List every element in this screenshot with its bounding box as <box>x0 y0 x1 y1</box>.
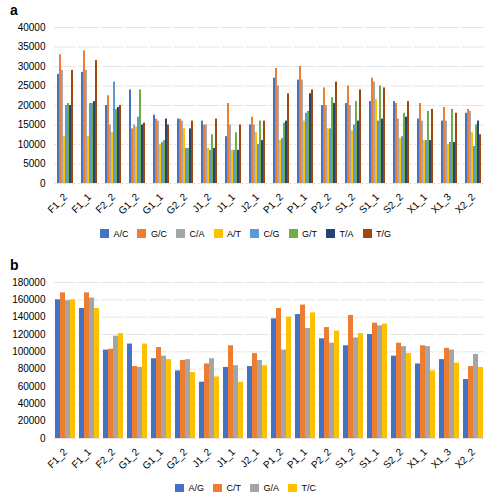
svg-text:P2_2: P2_2 <box>309 191 334 216</box>
svg-text:60000: 60000 <box>18 380 46 391</box>
svg-text:0: 0 <box>40 178 46 189</box>
svg-text:100000: 100000 <box>12 346 46 357</box>
svg-text:X1_1: X1_1 <box>405 445 430 470</box>
svg-text:X2_2: X2_2 <box>453 191 478 216</box>
svg-text:F1_1: F1_1 <box>69 445 93 469</box>
svg-text:J1_1: J1_1 <box>214 445 237 468</box>
svg-text:140000: 140000 <box>12 311 46 322</box>
svg-text:30000: 30000 <box>18 61 46 72</box>
svg-text:S2_2: S2_2 <box>381 445 406 470</box>
svg-text:G1_1: G1_1 <box>140 445 165 470</box>
html-text:A/T: A/T <box>227 228 241 239</box>
svg-text:40000: 40000 <box>18 398 46 409</box>
svg-text:J1_2: J1_2 <box>190 445 213 468</box>
svg-text:F2_2: F2_2 <box>93 445 117 469</box>
html-text:b: b <box>10 256 19 273</box>
svg-text:40000: 40000 <box>18 22 46 33</box>
html-text:G/A: G/A <box>263 483 279 492</box>
svg-text:G2_2: G2_2 <box>164 445 189 470</box>
html-text:T/G: T/G <box>376 228 391 239</box>
svg-text:0: 0 <box>40 432 46 443</box>
svg-text:F1_2: F1_2 <box>45 191 69 215</box>
svg-text:P2_2: P2_2 <box>309 445 334 470</box>
svg-text:J1_2: J1_2 <box>190 191 213 214</box>
html-text:a: a <box>10 2 18 18</box>
svg-text:20000: 20000 <box>18 415 46 426</box>
svg-text:F1_1: F1_1 <box>69 191 93 215</box>
svg-text:S1_1: S1_1 <box>357 191 382 216</box>
svg-text:P1_2: P1_2 <box>261 445 286 470</box>
svg-text:X1_3: X1_3 <box>429 191 454 216</box>
svg-text:S1_2: S1_2 <box>333 191 358 216</box>
html-text:G/C: G/C <box>151 228 167 239</box>
html-text:A/C: A/C <box>113 228 129 239</box>
svg-text:25000: 25000 <box>18 80 46 91</box>
svg-text:J2_1: J2_1 <box>238 191 261 214</box>
svg-text:120000: 120000 <box>12 328 46 339</box>
svg-text:160000: 160000 <box>12 294 46 305</box>
svg-text:X1_3: X1_3 <box>429 445 454 470</box>
svg-text:5000: 5000 <box>23 158 46 169</box>
svg-text:G1_1: G1_1 <box>140 191 165 216</box>
html-text:G/T: G/T <box>302 228 317 239</box>
svg-text:10000: 10000 <box>18 139 46 150</box>
html-text:T/A: T/A <box>339 228 354 239</box>
svg-text:S1_2: S1_2 <box>333 445 358 470</box>
svg-text:180000: 180000 <box>12 276 46 287</box>
svg-text:G1_2: G1_2 <box>116 445 141 470</box>
svg-text:J2_1: J2_1 <box>238 445 261 468</box>
html-text:A/G: A/G <box>188 483 204 492</box>
svg-text:G1_2: G1_2 <box>116 191 141 216</box>
html-text:C/G: C/G <box>263 228 280 239</box>
svg-text:F1_2: F1_2 <box>45 445 69 469</box>
svg-text:P1_2: P1_2 <box>261 191 286 216</box>
svg-text:J1_1: J1_1 <box>214 191 237 214</box>
svg-text:X2_2: X2_2 <box>453 445 478 470</box>
svg-text:35000: 35000 <box>18 41 46 52</box>
svg-text:S2_2: S2_2 <box>381 191 406 216</box>
svg-text:15000: 15000 <box>18 119 46 130</box>
svg-text:F2_2: F2_2 <box>93 191 117 215</box>
html-text:C/A: C/A <box>189 228 205 239</box>
svg-text:80000: 80000 <box>18 363 46 374</box>
svg-text:S1_1: S1_1 <box>357 445 382 470</box>
svg-text:P1_1: P1_1 <box>285 445 310 470</box>
html-text:T/C: T/C <box>301 483 316 492</box>
html-text:C/T: C/T <box>226 483 241 492</box>
svg-text:G2_2: G2_2 <box>164 191 189 216</box>
svg-text:20000: 20000 <box>18 100 46 111</box>
svg-text:P1_1: P1_1 <box>285 191 310 216</box>
svg-text:X1_1: X1_1 <box>405 191 430 216</box>
